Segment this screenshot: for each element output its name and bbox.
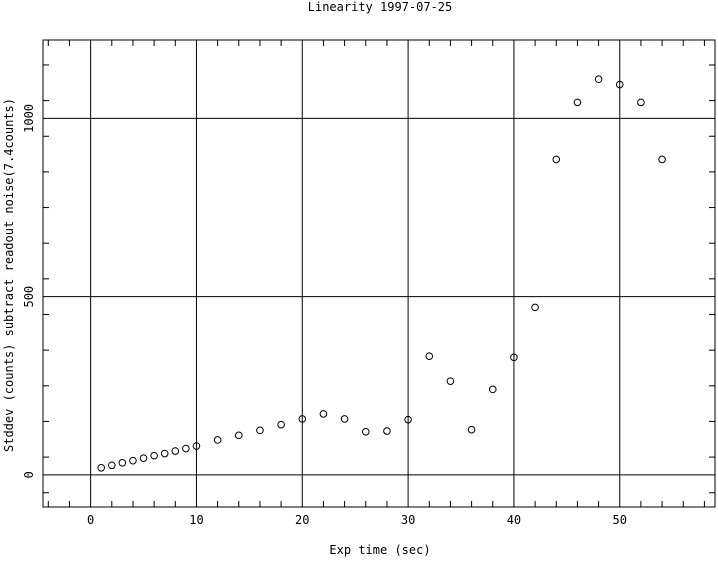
data-point [552, 155, 561, 164]
x-tick-label: 0 [87, 513, 94, 527]
data-point [171, 447, 180, 455]
x-axis-label: Exp time (sec) [329, 543, 430, 557]
data-point [160, 449, 169, 458]
data-point [182, 444, 190, 453]
data-point [192, 442, 201, 450]
data-point [637, 98, 645, 107]
data-point [118, 458, 127, 467]
data-points [97, 75, 666, 472]
data-point [404, 415, 412, 424]
y-tick-label: 0 [22, 471, 36, 478]
x-tick-label: 50 [613, 513, 627, 527]
data-point [97, 463, 106, 472]
data-point [467, 425, 476, 434]
x-tick-label: 10 [189, 513, 203, 527]
data-point [319, 410, 328, 418]
data-point [256, 426, 264, 435]
data-point [531, 303, 539, 312]
data-point [615, 80, 624, 89]
y-tick-label: 500 [22, 286, 36, 308]
plot-frame [42, 39, 716, 508]
chart-title: Linearity 1997-07-25 [308, 0, 453, 14]
y-axis-label: Stddev (counts) subtract readout noise(7… [2, 98, 16, 452]
x-tick-label: 40 [507, 513, 521, 527]
data-point [129, 456, 137, 465]
x-tick-label: 30 [401, 513, 415, 527]
data-point [383, 427, 391, 435]
data-point [213, 436, 222, 444]
data-point [150, 451, 158, 460]
data-point [488, 385, 497, 394]
data-point [234, 431, 243, 440]
data-point [107, 461, 116, 470]
data-point [277, 420, 285, 429]
data-point [340, 415, 349, 423]
data-point [425, 352, 434, 361]
grid-lines [43, 40, 715, 507]
data-point [510, 353, 518, 362]
x-tick-labels: 0 10 20 30 40 50 [87, 513, 627, 527]
axis-ticks [43, 40, 715, 507]
data-point [573, 98, 582, 107]
data-point [361, 427, 370, 436]
data-point [446, 377, 455, 385]
data-point [298, 415, 307, 423]
x-tick-label: 20 [295, 513, 309, 527]
y-tick-label: 1000 [22, 104, 36, 133]
y-tick-labels: 0 500 1000 [22, 104, 36, 479]
data-point [594, 75, 603, 84]
data-point [658, 155, 666, 164]
data-point [139, 454, 148, 462]
